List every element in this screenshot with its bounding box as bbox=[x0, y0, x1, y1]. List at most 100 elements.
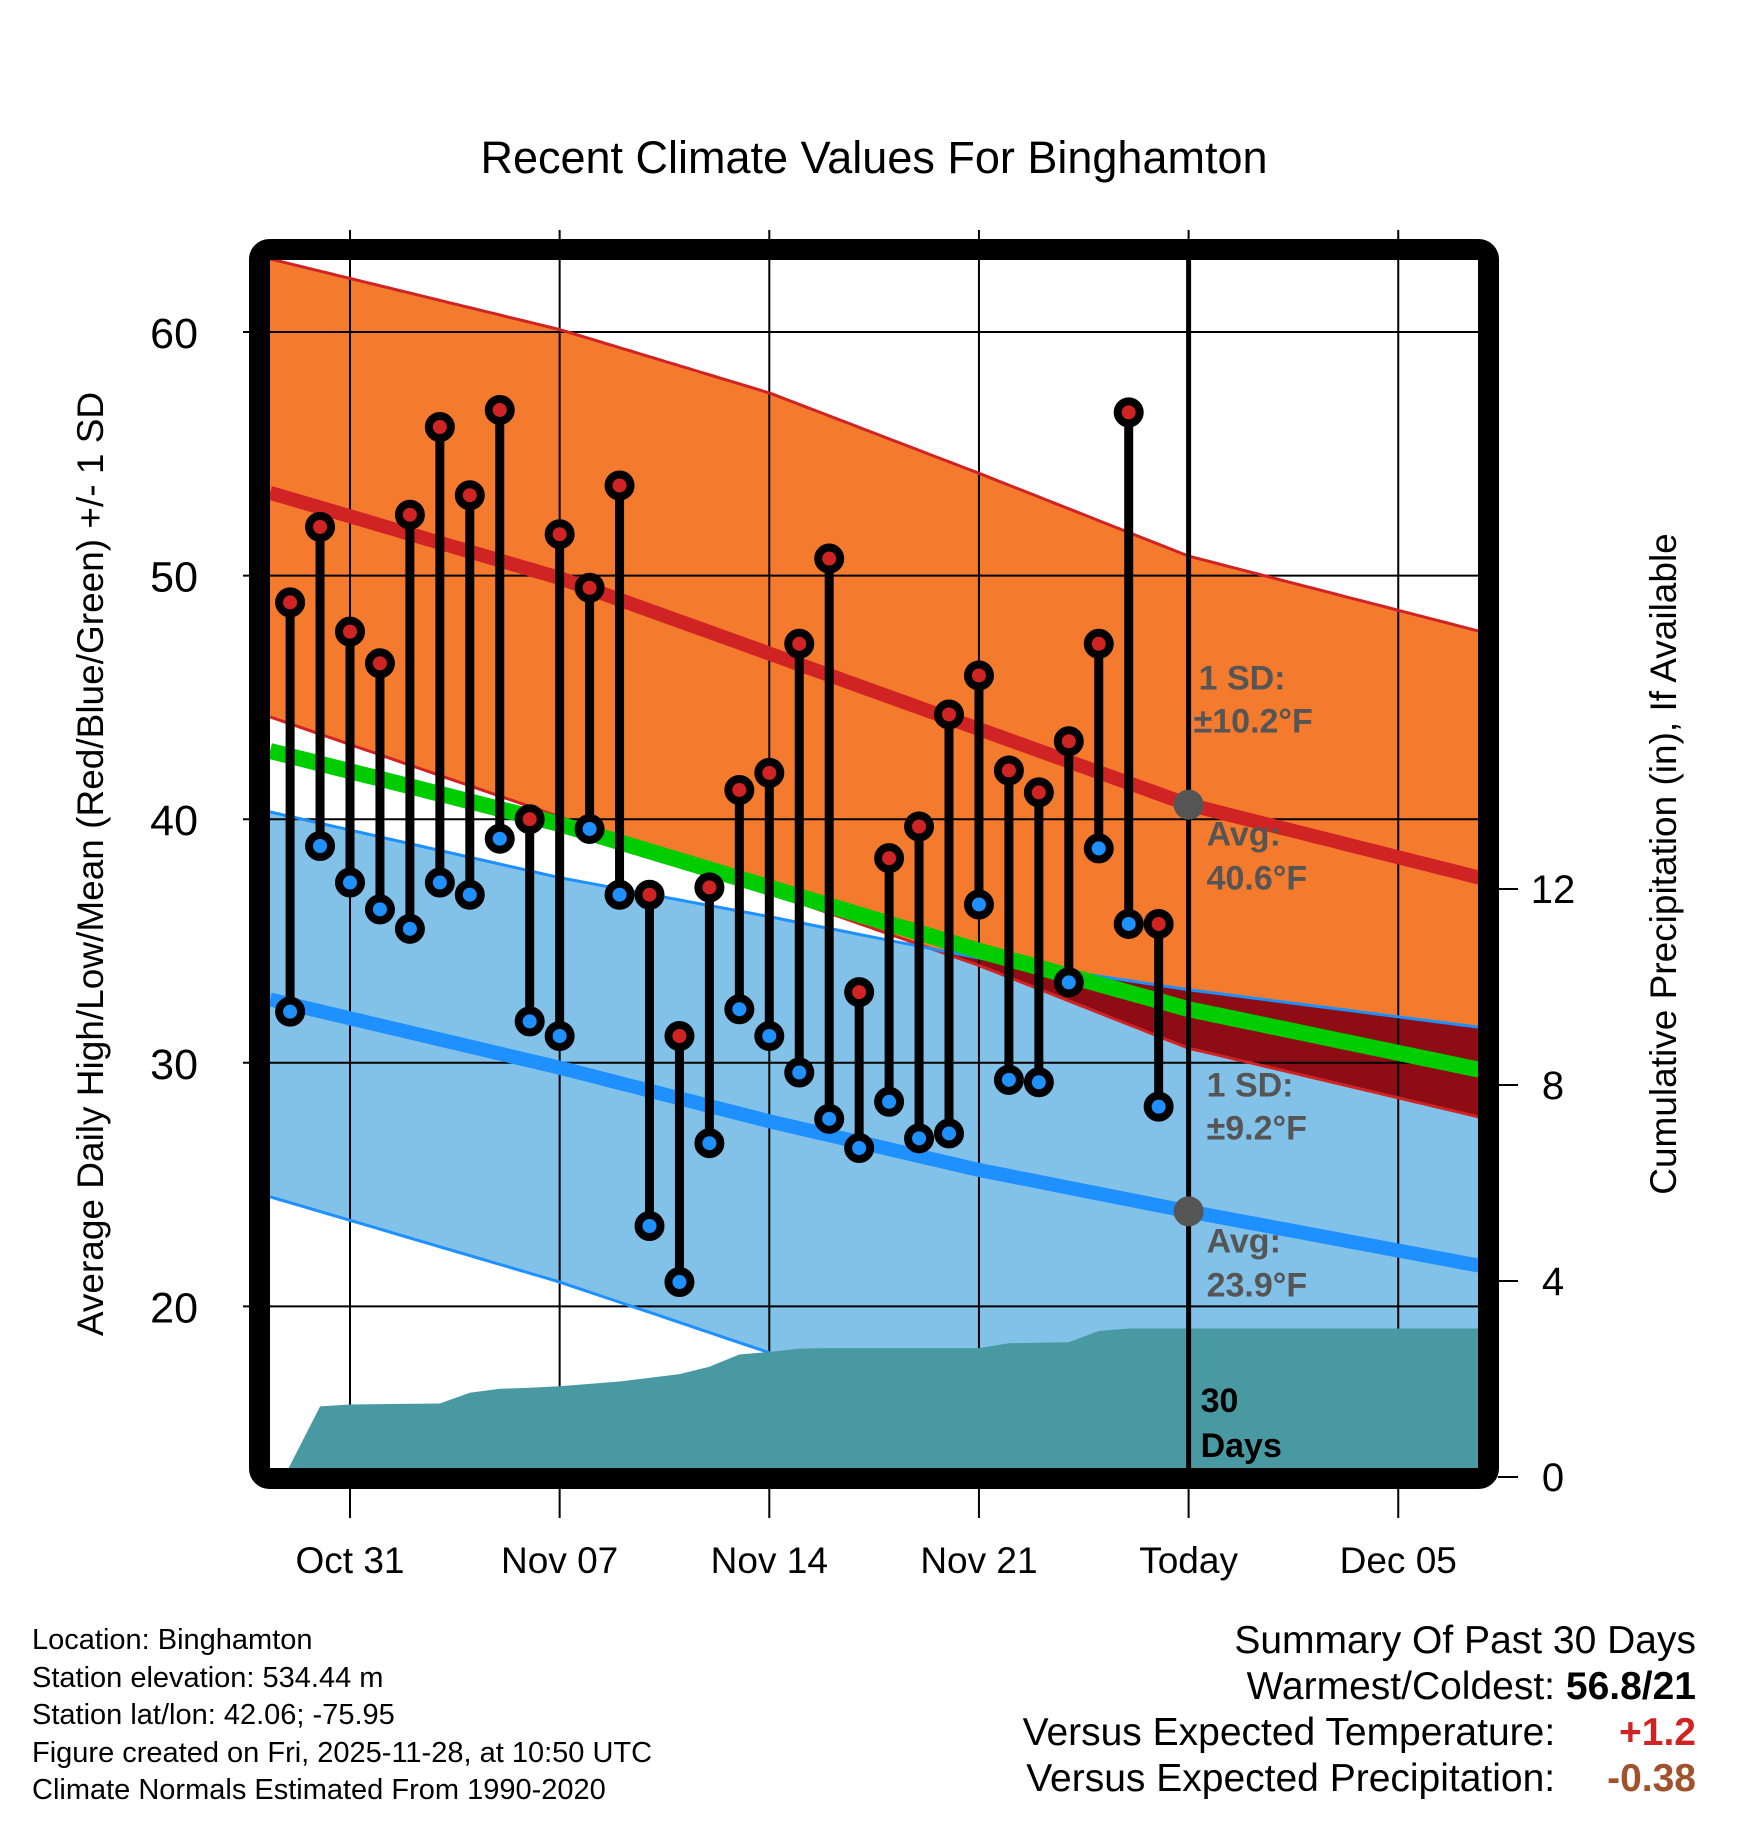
daily-low-point bbox=[1083, 833, 1114, 864]
x-tick-label: Nov 21 bbox=[920, 1540, 1037, 1581]
daily-low-point bbox=[814, 1103, 845, 1134]
y2-tick-label: 8 bbox=[1542, 1064, 1564, 1108]
plot-frame bbox=[249, 239, 1499, 1489]
daily-low-point bbox=[844, 1133, 875, 1164]
climate-chart: Recent Climate Values For Binghamton 1 S… bbox=[70, 132, 1684, 1600]
daily-high-point bbox=[963, 660, 994, 691]
daily-low-point bbox=[514, 1006, 545, 1037]
summary-row-precipitation: Versus Expected Precipitation: -0.38 bbox=[1023, 1756, 1696, 1802]
daily-low-point bbox=[1143, 1091, 1174, 1122]
daily-observation bbox=[1053, 726, 1084, 998]
summary-panel: Summary Of Past 30 Days Warmest/Coldest:… bbox=[1023, 1618, 1696, 1802]
y-tick-label: 30 bbox=[150, 1041, 198, 1089]
daily-observation bbox=[305, 511, 336, 861]
daily-high-point bbox=[1083, 628, 1114, 659]
daily-high-point bbox=[664, 1021, 695, 1052]
daily-high-point bbox=[1023, 777, 1054, 808]
today-high-normal-marker bbox=[1173, 789, 1204, 820]
daily-high-point bbox=[754, 757, 785, 788]
axes: 20 30 40 50 60 0 4 8 12 Oct 31 Nov 07 Nov 14 Nov 21 T… bbox=[150, 310, 1575, 1581]
summary-label: Versus Expected Precipitation: bbox=[1026, 1757, 1556, 1800]
precipitation-area bbox=[284, 1328, 1478, 1468]
daily-observation bbox=[814, 543, 845, 1134]
normal-mean-line bbox=[270, 743, 1478, 1078]
daily-observation bbox=[634, 879, 665, 1242]
daily-high-point bbox=[724, 774, 755, 805]
summary-value: -0.38 bbox=[1607, 1757, 1696, 1800]
daily-observation bbox=[394, 499, 425, 944]
window-days-unit: Days bbox=[1201, 1427, 1282, 1465]
daily-high-point bbox=[1113, 397, 1144, 428]
daily-observation bbox=[544, 519, 575, 1052]
location-text: Location: Binghamton bbox=[32, 1624, 313, 1656]
daily-observation bbox=[934, 699, 964, 1149]
daily-observation bbox=[335, 616, 365, 898]
high-sd-value: ±10.2°F bbox=[1194, 703, 1313, 741]
x-tick-label: Today bbox=[1139, 1540, 1238, 1581]
daily-low-point bbox=[544, 1021, 575, 1052]
daily-high-point bbox=[544, 519, 575, 550]
daily-high-point bbox=[784, 628, 815, 659]
daily-low-point bbox=[993, 1064, 1024, 1095]
daily-observation bbox=[1143, 908, 1174, 1122]
daily-high-point bbox=[275, 587, 306, 618]
daily-low-point bbox=[724, 994, 755, 1025]
normal-low-line bbox=[270, 992, 1478, 1273]
daily-observation bbox=[844, 977, 875, 1164]
daily-observation bbox=[514, 804, 545, 1037]
high-plus-sd-line bbox=[270, 260, 1478, 633]
daily-high-point bbox=[1143, 908, 1174, 939]
low-sd-label: 1 SD: bbox=[1207, 1066, 1294, 1104]
daily-high-point bbox=[604, 470, 635, 501]
daily-high-point bbox=[844, 977, 875, 1008]
daily-low-point bbox=[1053, 967, 1084, 998]
x-tick-label: Nov 07 bbox=[501, 1540, 618, 1581]
daily-high-point bbox=[514, 804, 545, 835]
y2-axis-label: Cumulative Precipitation (in), If Availa… bbox=[1643, 533, 1684, 1195]
daily-high-point bbox=[394, 499, 425, 530]
daily-high-point bbox=[874, 843, 905, 874]
summary-title: Summary Of Past 30 Days bbox=[1234, 1619, 1696, 1662]
daily-observation bbox=[604, 470, 635, 910]
daily-low-point bbox=[364, 894, 395, 925]
daily-low-point bbox=[275, 996, 306, 1027]
daily-observation bbox=[275, 587, 306, 1027]
daily-observation bbox=[874, 843, 905, 1117]
x-axis-label: Day bbox=[841, 1596, 907, 1600]
daily-low-point bbox=[904, 1123, 935, 1154]
summary-value: +1.2 bbox=[1619, 1711, 1696, 1754]
normal-high-line bbox=[270, 486, 1478, 885]
daily-low-point bbox=[335, 867, 365, 898]
summary-value: 56.8/21 bbox=[1565, 1665, 1696, 1708]
daily-low-point bbox=[934, 1118, 964, 1149]
high-minus-sd-line bbox=[270, 715, 1478, 1119]
daily-observation bbox=[784, 628, 815, 1088]
daily-low-point bbox=[634, 1211, 665, 1242]
low-avg-label: Avg: bbox=[1207, 1222, 1281, 1260]
daily-low-point bbox=[424, 867, 455, 898]
daily-high-point bbox=[484, 394, 515, 425]
daily-low-point bbox=[664, 1267, 695, 1298]
daily-low-point bbox=[874, 1086, 905, 1117]
daily-low-point bbox=[484, 823, 515, 854]
daily-observation bbox=[664, 1021, 695, 1298]
today-line bbox=[1173, 260, 1204, 1468]
window-days-label: 30 bbox=[1201, 1382, 1239, 1420]
y-tick-label: 20 bbox=[150, 1284, 198, 1332]
normals-text: Climate Normals Estimated From 1990-2020 bbox=[32, 1774, 606, 1806]
x-tick-label: Dec 05 bbox=[1340, 1540, 1457, 1581]
daily-observation bbox=[454, 480, 485, 910]
daily-observation bbox=[694, 872, 725, 1159]
chart-title: Recent Climate Values For Binghamton bbox=[480, 132, 1267, 183]
daily-observation bbox=[1083, 628, 1114, 864]
y2-tick-label: 12 bbox=[1531, 868, 1576, 912]
y-axis-label: Average Daily High/Low/Mean (Red/Blue/Gr… bbox=[70, 392, 111, 1336]
daily-observation bbox=[963, 660, 994, 920]
daily-low-point bbox=[963, 889, 994, 920]
low-plus-sd-line bbox=[270, 810, 1478, 1029]
summary-row-temperature: Versus Expected Temperature: +1.2 bbox=[1023, 1710, 1696, 1756]
daily-high-point bbox=[904, 811, 935, 842]
daily-high-point bbox=[993, 755, 1024, 786]
daily-high-point bbox=[335, 616, 365, 647]
elevation-text: Station elevation: 534.44 m bbox=[32, 1661, 384, 1694]
